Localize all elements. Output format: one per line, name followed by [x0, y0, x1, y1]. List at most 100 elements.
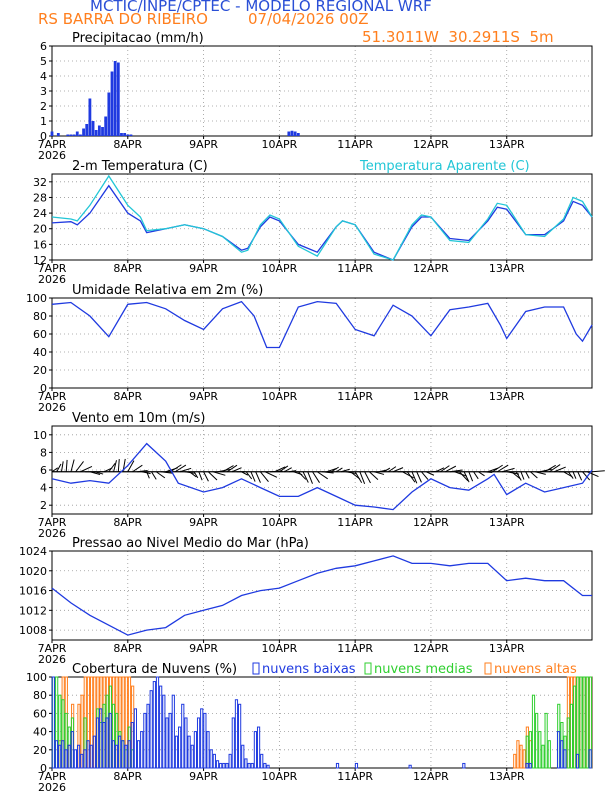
wind-barb	[511, 471, 521, 480]
x-tick-label: 8APR	[113, 770, 142, 783]
cloud-low-bar	[168, 712, 172, 769]
cloud-low-bar	[70, 731, 74, 769]
cloud-low-bar	[83, 749, 87, 769]
wind-barb	[335, 467, 343, 473]
cloud-low-bar	[155, 676, 160, 769]
cloud-mid-bar	[547, 740, 551, 769]
cloud-low-bar	[51, 676, 55, 769]
y-tick-label: 20	[33, 744, 47, 757]
cloud-low-bar	[408, 764, 412, 769]
wind-barb	[226, 464, 238, 473]
cloud-mid-bar	[531, 694, 536, 769]
y-tick-label: 4	[40, 70, 47, 83]
x-tick-label: 12APR	[413, 770, 449, 783]
cloud-low-bar	[127, 740, 131, 769]
y-tick-label: 100	[26, 671, 47, 684]
y-tick-label: 60	[33, 328, 47, 341]
x-tick-label: 11APR	[337, 138, 373, 151]
cloud-low-bar	[152, 681, 156, 769]
header-location: RS BARRA DO RIBEIRO	[38, 10, 208, 28]
wind-barb	[459, 471, 469, 482]
precip-bar	[296, 133, 300, 136]
wind-barb	[383, 467, 391, 473]
cloud-low-bar	[525, 762, 529, 769]
cloud-low-bar	[124, 744, 128, 769]
wind-barb	[113, 460, 117, 472]
wind-barb	[354, 471, 363, 484]
cloud-low-bar	[266, 764, 270, 769]
x-tick-label: 13APR	[489, 262, 525, 275]
cloud-low-bar	[143, 712, 147, 769]
y-tick-label: 20	[33, 223, 47, 236]
x-tick-label: 8APR	[113, 642, 142, 655]
x-tick-label: 11APR	[337, 642, 373, 655]
wind-barb	[132, 464, 143, 473]
x-tick-label: 10APR	[261, 138, 297, 151]
cloud-low-bar	[335, 762, 340, 769]
cloud-low-bar	[190, 744, 194, 769]
cloud-low-bar	[80, 753, 84, 769]
x-tick-label: 12APR	[413, 516, 449, 529]
panel-1	[49, 173, 593, 263]
cloud-low-bar	[462, 762, 466, 769]
legend-label: nuvens altas	[494, 662, 577, 677]
x-tick-label: 8APR	[113, 262, 142, 275]
wind-barb	[279, 465, 289, 473]
precip-bar	[91, 121, 95, 136]
precip-bar	[101, 127, 104, 136]
legend-box	[252, 662, 260, 675]
x-tick-label: 12APR	[413, 642, 449, 655]
wind-barb	[515, 471, 522, 481]
x-tick-label: 13APR	[489, 642, 525, 655]
wind-barb	[189, 471, 197, 478]
cloud-low-bar	[89, 744, 93, 769]
x-tick-label: 9APR	[189, 770, 218, 783]
cloud-low-bar	[133, 708, 138, 769]
x-tick-label: 13APR	[489, 138, 525, 151]
precip-bar	[129, 134, 133, 136]
wind-barb	[544, 464, 556, 473]
cloud-mid-bar	[541, 744, 545, 769]
precip-bar	[293, 131, 297, 136]
wind-barb	[307, 471, 313, 484]
cloud-low-bar	[64, 749, 68, 769]
cloud-low-bar	[560, 740, 564, 769]
wind-barb	[359, 471, 366, 485]
y-tick-label: 32	[33, 176, 47, 189]
wind-barb	[80, 465, 93, 473]
x-year-label: 2026	[38, 401, 66, 414]
x-tick-label: 9APR	[189, 390, 218, 403]
cloud-low-bar	[575, 753, 580, 769]
precip-bar	[113, 61, 117, 136]
y-tick-label: 12	[33, 254, 47, 267]
panel-title: 2-m Temperatura (C)	[72, 159, 208, 174]
legend-label: Temperatura Aparente (C)	[359, 159, 530, 174]
wind-barb	[567, 471, 574, 479]
wind-barb	[193, 471, 199, 479]
cloud-low-bar	[108, 712, 112, 769]
x-tick-label: 9APR	[189, 138, 218, 151]
y-tick-label: 0	[40, 130, 47, 143]
legend-box	[364, 662, 372, 675]
y-tick-label: 5	[40, 55, 47, 68]
cloud-low-bar	[181, 703, 185, 769]
header-run: 07/04/2026 00Z	[248, 10, 369, 28]
wind-barb	[572, 471, 577, 479]
y-tick-label: 10	[33, 429, 47, 442]
x-tick-label: 11APR	[337, 770, 373, 783]
cloud-low-bar	[174, 735, 179, 769]
cloud-low-bar	[528, 762, 532, 769]
wind-barb	[549, 464, 561, 473]
cloud-low-bar	[162, 694, 166, 769]
cloud-low-bar	[203, 712, 207, 769]
wind-barb	[553, 466, 566, 473]
wind-barb	[146, 471, 150, 479]
precip-bar	[116, 62, 120, 136]
wind-barb	[435, 467, 445, 473]
y-tick-label: 24	[33, 207, 47, 220]
y-tick-label: 8	[40, 446, 47, 459]
cloud-low-bar	[58, 744, 62, 769]
wind-barb	[421, 471, 429, 480]
x-tick-label: 12APR	[413, 390, 449, 403]
